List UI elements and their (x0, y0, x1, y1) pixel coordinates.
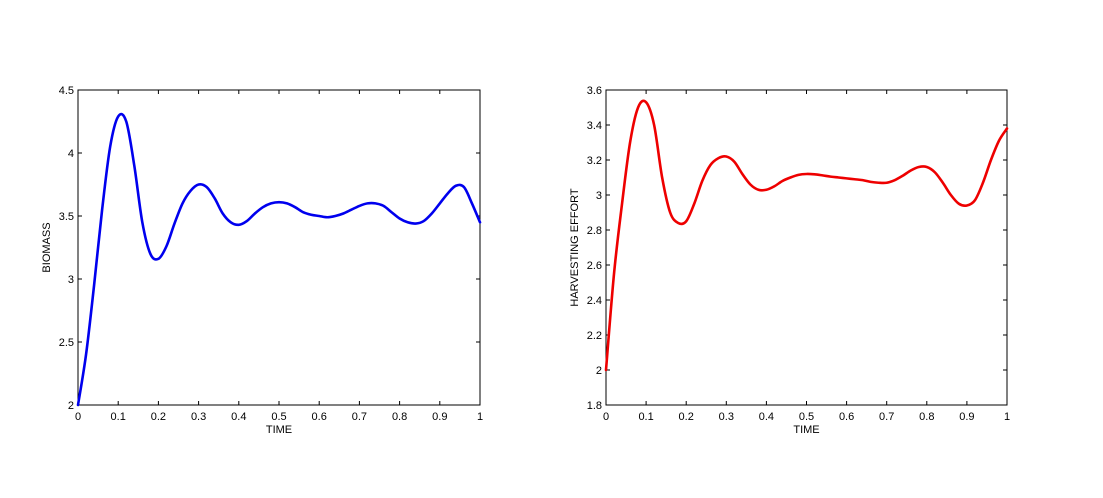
harvesting-effort-x-tick-label: 0.4 (759, 411, 774, 423)
harvesting-effort-y-tick-label: 2.2 (587, 330, 602, 342)
harvesting-effort-y-tick-label: 3.4 (587, 120, 602, 132)
harvesting-effort-x-tick-label: 0.7 (879, 411, 894, 423)
harvesting-effort-x-tick-label: 1 (1004, 411, 1010, 423)
biomass-x-tick-label: 0.8 (392, 411, 407, 423)
harvesting-effort-y-tick-label: 3.2 (587, 155, 602, 167)
biomass-y-axis-label: BIOMASS (41, 222, 53, 272)
harvesting-effort-y-tick-label: 2 (596, 365, 602, 377)
biomass-y-tick-label: 2 (68, 400, 74, 412)
biomass-y-tick-label: 3 (68, 274, 74, 286)
harvesting-effort-chart: 0 0.1 0.2 0.3 0.4 0.5 0.6 0.7 0.8 0.9 1 1.8 2 2.2 2.4 2… (569, 85, 1010, 436)
biomass-y-tick-label: 4.5 (59, 85, 74, 97)
harvesting-effort-x-axis-label: TIME (793, 424, 819, 436)
harvesting-effort-y-tick-label: 2.6 (587, 260, 602, 272)
harvesting-effort-y-tick-label: 3.6 (587, 85, 602, 97)
harvesting-effort-y-axis-label: HARVESTING EFFORT (569, 188, 581, 306)
biomass-y-tick-label: 3.5 (59, 211, 74, 223)
biomass-x-tick-label: 0 (75, 411, 81, 423)
biomass-x-tick-label: 0.4 (231, 411, 246, 423)
biomass-y-tick-label: 2.5 (59, 337, 74, 349)
biomass-x-tick-label: 0.6 (312, 411, 327, 423)
biomass-x-tick-label: 0.3 (191, 411, 206, 423)
biomass-series-line (76, 112, 482, 407)
harvesting-effort-y-tick-label: 2.4 (587, 295, 602, 307)
biomass-x-tick-label: 0.7 (352, 411, 367, 423)
biomass-x-axis-label: TIME (266, 424, 292, 436)
harvesting-effort-y-tick-label: 1.8 (587, 400, 602, 412)
harvesting-effort-x-tick-label: 0.9 (959, 411, 974, 423)
harvesting-effort-plot-frame (605, 89, 1008, 406)
biomass-x-tick-label: 0.9 (432, 411, 447, 423)
biomass-x-tick-label: 0.5 (271, 411, 286, 423)
biomass-x-tick-label: 1 (477, 411, 483, 423)
harvesting-effort-y-tick-label: 2.8 (587, 225, 602, 237)
biomass-plot-frame (77, 89, 481, 406)
harvesting-effort-x-tick-label: 0.6 (839, 411, 854, 423)
harvesting-effort-x-tick-label: 0 (603, 411, 609, 423)
harvesting-effort-x-tick-label: 0.3 (719, 411, 734, 423)
harvesting-effort-series-line (604, 99, 1009, 372)
harvesting-effort-y-tick-label: 3 (596, 190, 602, 202)
harvesting-effort-x-tick-label: 0.2 (679, 411, 694, 423)
harvesting-effort-x-tick-label: 0.5 (799, 411, 814, 423)
biomass-x-tick-label: 0.1 (111, 411, 126, 423)
biomass-chart: 0 0.1 0.2 0.3 0.4 0.5 0.6 0.7 0.8 0.9 1 2 2.5 3 3.5 4 4.… (41, 85, 483, 436)
harvesting-effort-x-tick-label: 0.1 (638, 411, 653, 423)
biomass-y-tick-label: 4 (68, 148, 74, 160)
harvesting-effort-x-tick-label: 0.8 (919, 411, 934, 423)
biomass-x-tick-label: 0.2 (151, 411, 166, 423)
